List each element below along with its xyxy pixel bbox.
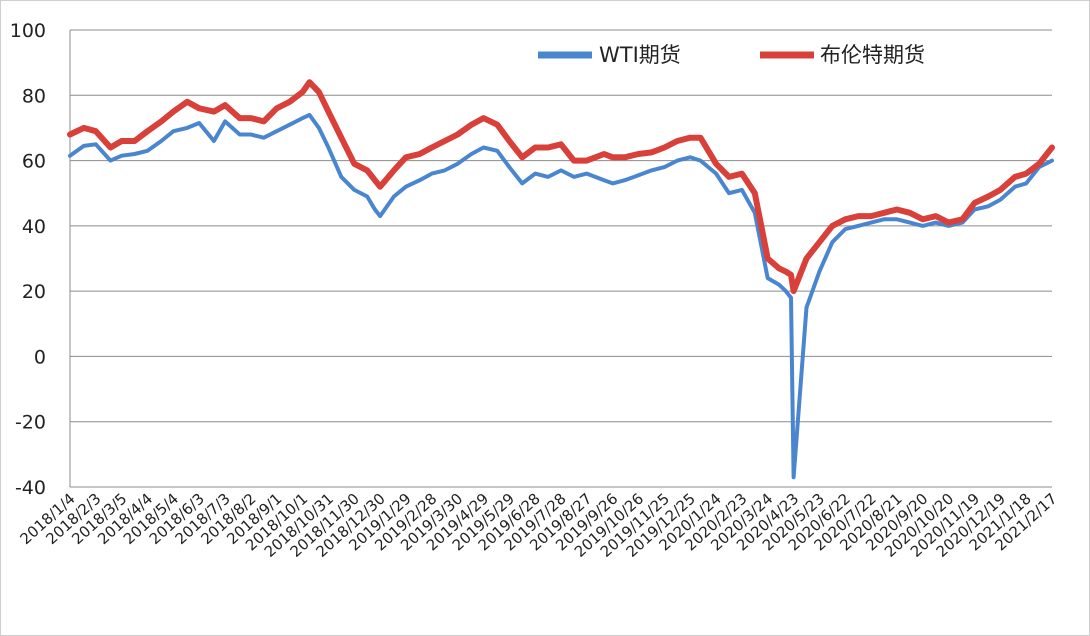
series-line-wti (68, 112, 1054, 480)
y-tick-label: -40 (15, 477, 46, 499)
y-tick-label: 40 (22, 216, 46, 238)
y-axis: 100 80 60 40 20 0 -20 -40 (10, 20, 71, 499)
y-tick-label: 20 (22, 281, 46, 303)
x-axis: 2018/1/42018/2/32018/3/52018/4/42018/5/4… (17, 490, 1061, 561)
y-tick-label: 0 (34, 346, 46, 368)
y-tick-label: 80 (22, 85, 46, 107)
legend: WTI期货 布伦特期货 (538, 43, 925, 67)
series-lines (67, 79, 1055, 480)
legend-wti-label: WTI期货 (599, 43, 681, 67)
y-tick-label: 60 (22, 151, 46, 173)
y-tick-label: -20 (15, 412, 46, 434)
y-tick-label: 100 (10, 20, 46, 42)
gridlines (70, 29, 1052, 488)
series-line-brent (67, 79, 1055, 295)
legend-brent-label: 布伦特期货 (820, 43, 925, 67)
